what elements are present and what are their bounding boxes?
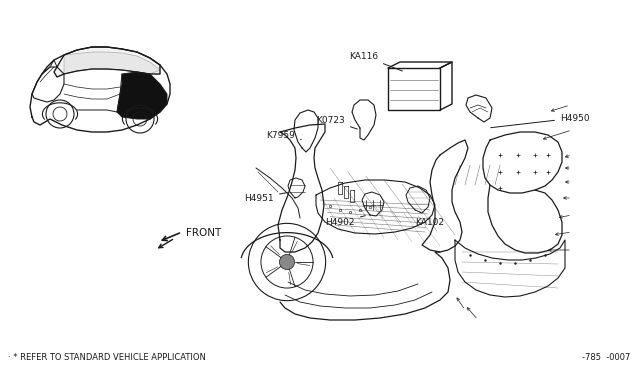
Text: H4950: H4950 bbox=[491, 113, 589, 128]
Text: K7959: K7959 bbox=[266, 131, 301, 140]
Polygon shape bbox=[117, 72, 167, 119]
Text: KA102: KA102 bbox=[415, 212, 444, 227]
Text: H4951: H4951 bbox=[244, 193, 287, 202]
Polygon shape bbox=[54, 47, 160, 77]
Polygon shape bbox=[64, 52, 160, 74]
Text: FRONT: FRONT bbox=[186, 228, 221, 238]
Text: K0723: K0723 bbox=[316, 115, 357, 129]
Text: -785  -0007: -785 -0007 bbox=[582, 353, 630, 362]
Text: H4902: H4902 bbox=[326, 216, 365, 227]
Text: KA116: KA116 bbox=[349, 51, 403, 71]
Circle shape bbox=[280, 254, 294, 270]
Text: · * REFER TO STANDARD VEHICLE APPLICATION: · * REFER TO STANDARD VEHICLE APPLICATIO… bbox=[8, 353, 206, 362]
